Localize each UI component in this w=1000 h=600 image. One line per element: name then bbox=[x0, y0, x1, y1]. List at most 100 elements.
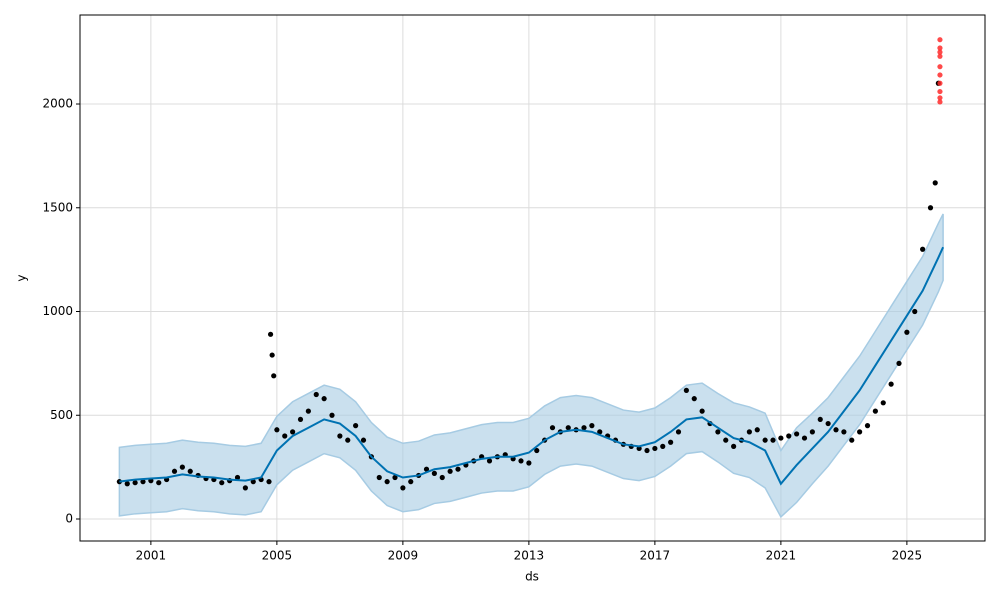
observed-point bbox=[896, 360, 902, 366]
observed-point bbox=[857, 429, 863, 435]
observed-point bbox=[132, 480, 138, 486]
y-tick-label: 2000 bbox=[42, 97, 73, 111]
observed-point bbox=[313, 391, 319, 398]
x-tick-label: 2013 bbox=[514, 549, 545, 563]
observed-point bbox=[932, 180, 938, 186]
future-point bbox=[937, 88, 943, 95]
observed-point bbox=[683, 387, 689, 393]
observed-point bbox=[250, 479, 256, 485]
observed-point bbox=[880, 400, 886, 406]
observed-point bbox=[644, 447, 650, 454]
y-tick-label: 0 bbox=[65, 512, 73, 526]
observed-point bbox=[269, 352, 275, 358]
observed-point bbox=[219, 480, 225, 486]
observed-point bbox=[518, 458, 524, 464]
future-point bbox=[937, 99, 943, 105]
observed-point bbox=[534, 447, 540, 454]
future-point bbox=[937, 64, 943, 70]
observed-point bbox=[187, 468, 193, 474]
observed-point bbox=[282, 433, 288, 439]
x-tick-label: 2025 bbox=[892, 549, 923, 563]
x-axis-label: ds bbox=[525, 570, 539, 584]
future-point bbox=[937, 49, 943, 55]
axes-frame bbox=[79, 14, 986, 542]
observed-point bbox=[833, 427, 839, 433]
observed-point bbox=[242, 485, 248, 491]
observed-point bbox=[581, 425, 587, 431]
observed-point bbox=[321, 396, 327, 402]
observed-point bbox=[675, 429, 682, 435]
observed-point bbox=[841, 429, 847, 435]
y-tick-label: 500 bbox=[50, 408, 73, 422]
observed-point bbox=[447, 468, 453, 474]
observed-point bbox=[486, 458, 493, 464]
y-tick-label: 1500 bbox=[42, 200, 73, 214]
observed-point bbox=[746, 429, 752, 435]
future-point bbox=[937, 95, 943, 101]
observed-point bbox=[920, 246, 926, 252]
observed-point bbox=[912, 308, 918, 315]
x-tick-label: 2009 bbox=[388, 549, 419, 563]
uncertainty-band bbox=[118, 213, 944, 519]
observed-point bbox=[526, 460, 532, 466]
observed-point bbox=[864, 423, 871, 429]
observed-point bbox=[345, 437, 351, 443]
observed-point bbox=[723, 437, 729, 443]
observed-point bbox=[297, 416, 304, 423]
future-point bbox=[937, 72, 943, 78]
observed-point bbox=[156, 480, 162, 486]
y-axis-label: y bbox=[15, 274, 29, 281]
y-tick-label: 1000 bbox=[42, 304, 73, 318]
observed-point bbox=[849, 437, 855, 443]
observed-point bbox=[801, 435, 808, 441]
observed-point bbox=[778, 435, 784, 441]
observed-point bbox=[794, 431, 800, 437]
observed-point bbox=[408, 479, 414, 485]
observed-point bbox=[786, 433, 792, 439]
observed-point bbox=[274, 427, 280, 433]
observed-point bbox=[423, 466, 430, 472]
observed-point bbox=[549, 425, 556, 431]
observed-point bbox=[597, 429, 603, 435]
observed-point bbox=[266, 479, 272, 485]
future-point bbox=[937, 45, 943, 51]
x-tick-label: 2001 bbox=[136, 549, 167, 563]
observed-point bbox=[329, 412, 335, 418]
observed-point bbox=[927, 205, 934, 211]
observed-point bbox=[124, 481, 130, 487]
observed-point bbox=[234, 474, 241, 481]
observed-point bbox=[715, 429, 721, 435]
observed-point bbox=[360, 437, 367, 443]
observed-point bbox=[392, 474, 398, 481]
observed-point bbox=[731, 443, 737, 449]
observed-point bbox=[565, 425, 571, 431]
observed-point bbox=[872, 408, 878, 414]
observed-point bbox=[376, 474, 382, 481]
observed-point bbox=[817, 416, 823, 423]
observed-point bbox=[431, 470, 437, 476]
observed-point bbox=[267, 331, 274, 337]
observed-point bbox=[589, 423, 595, 429]
x-tick-label: 2017 bbox=[640, 549, 671, 563]
observed-point bbox=[400, 485, 406, 491]
observed-point bbox=[691, 396, 697, 402]
observed-point bbox=[140, 479, 146, 485]
forecast-line bbox=[119, 246, 945, 486]
observed-point bbox=[455, 466, 461, 472]
observed-point bbox=[290, 429, 296, 435]
observed-point bbox=[762, 437, 768, 443]
observed-point bbox=[825, 420, 831, 427]
plot-area bbox=[80, 15, 985, 541]
observed-point bbox=[337, 433, 343, 439]
observed-point bbox=[699, 408, 705, 414]
observed-point bbox=[179, 464, 185, 470]
observed-point bbox=[353, 423, 359, 429]
observed-point bbox=[384, 479, 390, 485]
future-point bbox=[937, 80, 943, 86]
observed-point bbox=[305, 408, 311, 414]
x-tick-label: 2005 bbox=[262, 549, 293, 563]
future-point bbox=[937, 53, 943, 59]
observed-point bbox=[171, 468, 178, 474]
